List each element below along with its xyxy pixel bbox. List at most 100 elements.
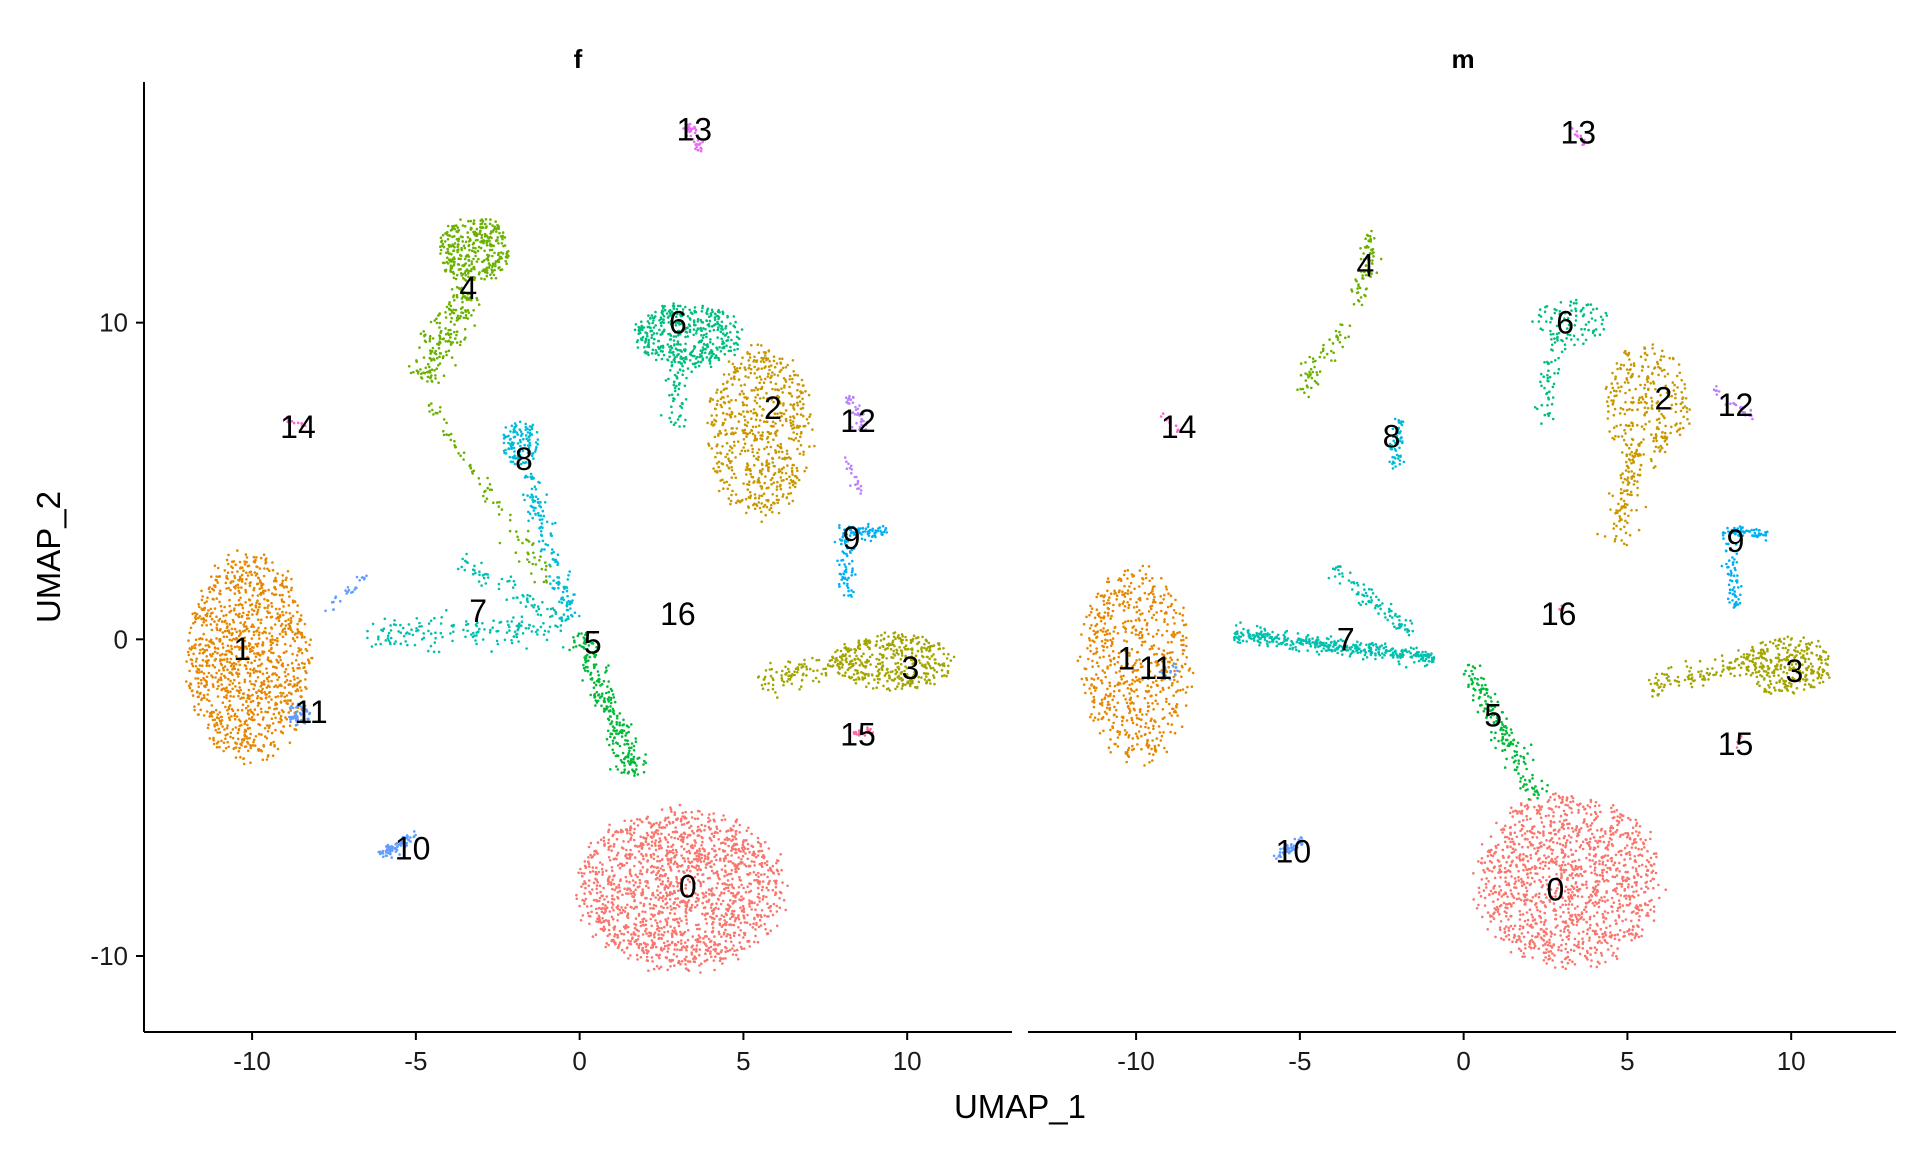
cluster-label-2-f: 2	[764, 390, 782, 426]
cluster-13-points-f-22	[682, 122, 704, 153]
cluster-10-points-f-17	[377, 830, 419, 859]
cluster-label-4-f: 4	[459, 270, 477, 306]
cluster-9-points-f-15	[838, 522, 888, 543]
cluster-label-12-f: 12	[840, 403, 876, 439]
cluster-label-8-f: 8	[515, 441, 533, 477]
cluster-label-0-m: 0	[1546, 872, 1564, 908]
cluster-8-points-f-14	[522, 472, 581, 621]
cluster-15-points-m-21	[1735, 733, 1743, 749]
cluster-11-points-f-19	[324, 574, 368, 613]
cluster-label-12-m: 12	[1718, 387, 1754, 423]
y-tick-label: 10	[99, 308, 128, 338]
x-tick-label: -10	[233, 1046, 271, 1076]
cluster-7-points-m-12	[1327, 565, 1415, 637]
cluster-label-5-f: 5	[584, 625, 602, 661]
y-tick-label: 0	[114, 624, 128, 654]
cluster-3-points-f-4	[756, 642, 861, 699]
cluster-9-points-f-16	[833, 538, 857, 598]
cluster-label-10-f: 10	[395, 830, 431, 866]
cluster-label-3-m: 3	[1786, 653, 1804, 689]
cluster-label-3-f: 3	[902, 650, 920, 686]
cluster-label-14-m: 14	[1161, 409, 1197, 445]
cluster-12-points-f-20	[844, 394, 869, 432]
cluster-14-points-f-23	[286, 415, 307, 428]
y-axis-title: UMAP_2	[30, 491, 67, 623]
points-f	[185, 122, 956, 974]
cluster-label-1-m: 1	[1117, 640, 1135, 676]
cluster-2-points-f-2	[706, 343, 816, 523]
x-tick-label: -5	[404, 1046, 427, 1076]
cluster-8-points-f-13	[502, 420, 540, 467]
cluster-9-points-m-14	[1721, 525, 1769, 542]
x-tick-label: 10	[1777, 1046, 1806, 1076]
cluster-3-points-m-4	[1741, 635, 1831, 695]
x-tick-label: 5	[1620, 1046, 1634, 1076]
cluster-6-points-m-10	[1533, 337, 1567, 425]
cluster-label-0-f: 0	[679, 868, 697, 904]
cluster-1-points-m-1	[1076, 564, 1195, 767]
cluster-label-7-m: 7	[1337, 621, 1355, 657]
x-tick-label: 0	[572, 1046, 586, 1076]
cluster-12-points-m-18	[1712, 385, 1754, 421]
cluster-label-2-m: 2	[1655, 381, 1673, 417]
cluster-label-16-m: 16	[1541, 596, 1577, 632]
cluster-label-6-f: 6	[669, 305, 687, 341]
cluster-0-points-f-0	[575, 803, 789, 974]
cluster-label-8-m: 8	[1383, 419, 1401, 455]
cluster-7-points-f-12	[456, 552, 570, 627]
cluster-12-points-f-21	[843, 456, 863, 495]
facet-title-f: f	[574, 44, 583, 74]
cluster-label-16-f: 16	[660, 596, 696, 632]
cluster-7-points-f-11	[366, 608, 565, 654]
y-tick-label: -10	[90, 941, 128, 971]
x-tick-label: 5	[736, 1046, 750, 1076]
cluster-label-9-m: 9	[1727, 523, 1745, 559]
cluster-13-points-m-19	[1569, 126, 1586, 146]
cluster-label-1-f: 1	[233, 631, 251, 667]
facet-title-m: m	[1451, 44, 1474, 74]
cluster-10-points-m-16	[1272, 836, 1304, 860]
x-tick-label: -10	[1117, 1046, 1155, 1076]
cluster-7-points-m-11	[1233, 621, 1436, 669]
cluster-11-points-m-17	[1158, 662, 1179, 681]
points-m	[1076, 126, 1831, 970]
x-tick-label: 0	[1456, 1046, 1470, 1076]
cluster-label-7-f: 7	[469, 593, 487, 629]
cluster-label-10-m: 10	[1276, 834, 1312, 870]
cluster-6-points-m-9	[1531, 298, 1609, 347]
cluster-1-points-f-1	[185, 549, 314, 766]
cluster-label-14-f: 14	[280, 409, 316, 445]
cluster-4-points-m-7	[1296, 323, 1352, 399]
y-ticks: -10 0 10	[90, 308, 144, 971]
cluster-label-11-m: 11	[1139, 650, 1172, 686]
cluster-0-points-m-0	[1472, 792, 1667, 970]
cluster-2-points-m-2	[1604, 343, 1691, 463]
cluster-label-5-m: 5	[1484, 697, 1502, 733]
cluster-4-points-f-6	[407, 285, 481, 384]
cluster-label-11-f: 11	[294, 694, 327, 730]
x-ticks: -10 -5 0 5 10 -10 -5 0 5 10	[233, 1032, 1806, 1076]
cluster-6-points-f-9	[633, 302, 744, 370]
cluster-14-points-m-20	[1159, 412, 1180, 433]
cluster-3-points-f-3	[835, 631, 956, 692]
x-tick-label: -5	[1288, 1046, 1311, 1076]
cluster-16-points-m-22	[1558, 604, 1565, 612]
cluster-11-points-f-18	[288, 702, 312, 727]
cluster-6-points-f-10	[659, 353, 693, 428]
x-tick-label: 10	[893, 1046, 922, 1076]
cluster-15-points-f-24	[848, 726, 874, 737]
cluster-4-points-f-5	[439, 218, 510, 282]
cluster-4-points-m-6	[1350, 229, 1383, 307]
cluster-label-6-m: 6	[1556, 305, 1574, 341]
cluster-label-15-m: 15	[1718, 726, 1754, 762]
cluster-9-points-m-15	[1720, 542, 1743, 609]
cluster-4-points-f-7	[427, 402, 552, 584]
cluster-label-9-f: 9	[843, 520, 861, 556]
cluster-8-points-m-13	[1388, 417, 1406, 470]
